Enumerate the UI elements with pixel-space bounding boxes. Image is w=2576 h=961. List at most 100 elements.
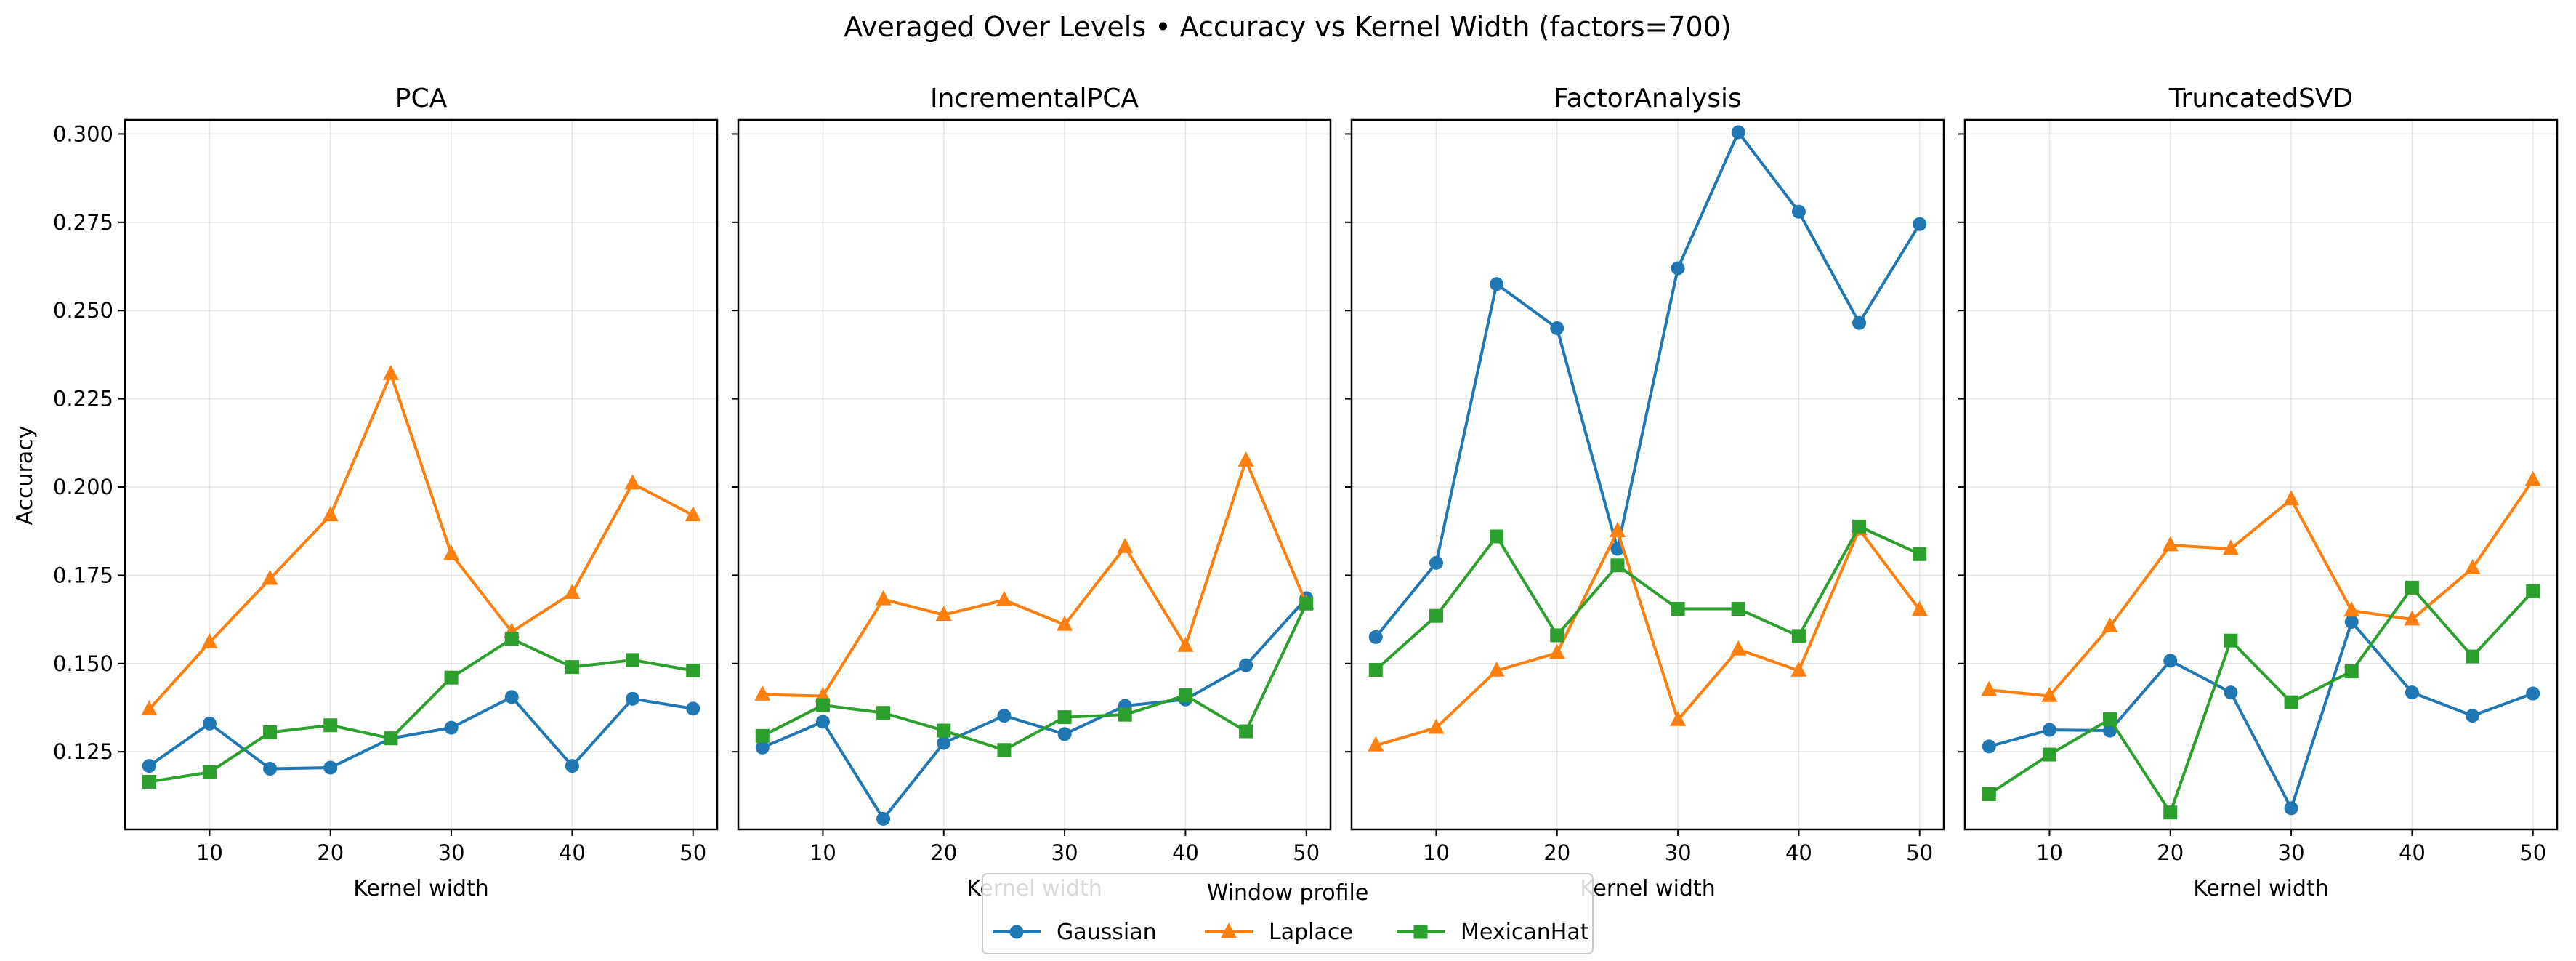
data-point [142,759,156,773]
series-line [1374,525,1921,672]
data-point [1609,522,1626,537]
data-point [2162,536,2179,552]
data-point [1671,602,1685,616]
data-point [1610,558,1625,573]
data-point [2524,470,2541,486]
data-point [382,364,399,380]
grid [1965,120,2557,829]
data-point [2224,633,2238,648]
series-line [148,637,694,784]
data-point [142,774,156,789]
series-line [1988,586,2535,814]
legend-title: Window profile [1207,880,1369,906]
x-tick-label: 40 [2399,840,2426,865]
data-point [1670,710,1687,726]
data-point [1852,519,1867,534]
legend-entry-laplace: Laplace [1205,920,1353,945]
data-point [565,759,579,773]
legend-entry-mexicanhat: MexicanHat [1397,920,1589,945]
legend-label: Laplace [1269,920,1353,945]
data-point [1488,661,1505,677]
data-point [1852,315,1867,330]
x-tick-label: 50 [679,840,706,865]
data-point [2163,654,2178,668]
data-point [2042,747,2056,762]
series-line [148,372,694,711]
data-point [2405,685,2419,700]
legend-marker [1009,925,1024,939]
series-laplace [754,451,1315,702]
x-tick-label: 10 [1423,840,1450,865]
series-mexicanhat [1368,519,1927,677]
data-point [2464,559,2481,574]
data-point [1981,680,1998,696]
data-point [1118,707,1132,722]
data-point [875,590,892,606]
legend-entry-gaussian: Gaussian [993,920,1157,945]
data-point [2283,490,2300,506]
data-point [1178,688,1192,702]
data-point [2101,617,2118,633]
data-point [815,686,831,702]
data-point [443,544,460,560]
series-line [762,603,1308,752]
legend: Window profile Gaussian Laplace MexicanHat [982,873,1594,954]
data-point [624,474,641,490]
data-point [1550,628,1564,643]
x-tick-label: 10 [809,840,836,865]
x-tick-label: 20 [2157,840,2184,865]
data-point [1982,739,1996,754]
data-point [626,653,640,667]
data-point [754,685,771,701]
data-point [2042,723,2056,737]
y-tick-label: 0.225 [53,387,113,411]
panel-factoranalysis: FactorAnalysis 10 20 30 40 50 Kernel width [1345,84,1945,901]
y-tick-label: 0.125 [53,739,113,764]
y-axis-label: Accuracy [12,426,38,526]
data-point [1299,596,1314,611]
data-point [1671,261,1685,276]
y-tick-label: 0.275 [53,210,113,235]
x-tick-label: 30 [1051,840,1078,865]
subplot-panels: PCA 10 20 30 40 50 Kernel width 0.125 0.150 0.175… [53,84,2559,901]
grid [125,120,717,829]
data-point [201,632,218,648]
x-tick-label: 50 [2519,840,2546,865]
series-gaussian [1982,614,2540,816]
data-point [504,690,519,704]
legend-box [982,873,1594,954]
data-point [1490,529,1504,544]
data-point [1239,724,1253,739]
data-point [1177,636,1194,652]
series-line [1375,528,1921,747]
data-point [2344,614,2359,629]
x-tick-label: 40 [1785,840,1812,865]
panel-pca: PCA 10 20 30 40 50 Kernel width 0.125 0.150 0.175… [53,84,719,901]
x-tick-label: 50 [1906,840,1933,865]
data-point [1731,125,1745,140]
data-point [2103,712,2117,727]
data-point [2284,695,2298,709]
data-point [2344,664,2359,678]
data-point [1117,537,1134,553]
data-point [444,670,459,685]
x-tick-label: 30 [2278,840,2305,865]
data-point [2526,686,2540,701]
data-point [2404,610,2420,626]
data-point [322,506,339,522]
data-point [686,701,700,716]
data-point [2343,601,2360,617]
data-point [263,725,278,739]
data-point [1911,600,1928,616]
panel-truncatedsvd: TruncatedSVD 10 20 30 40 50 Kernel width [1958,84,2559,901]
data-point [1791,204,1806,219]
data-point [815,715,830,729]
x-tick-label: 40 [559,840,586,865]
series-laplace [1981,470,2541,702]
series-line [762,459,1308,698]
data-point [1913,547,1927,561]
x-tick-label: 10 [196,840,223,865]
data-point [1368,663,1383,677]
data-point [262,569,278,585]
data-point [2405,580,2419,595]
